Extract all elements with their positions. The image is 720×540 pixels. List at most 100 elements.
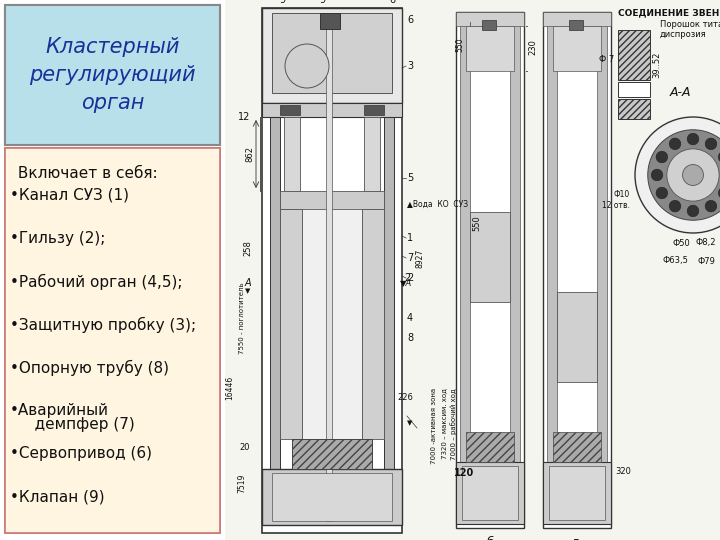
Text: 7550 - поглотитель: 7550 - поглотитель <box>239 282 245 354</box>
Text: •Сервопривод (6): •Сервопривод (6) <box>10 446 152 461</box>
Bar <box>543 12 611 26</box>
Text: 12: 12 <box>238 112 250 122</box>
Bar <box>5 5 220 145</box>
Text: Включает в себя:: Включает в себя: <box>13 166 158 181</box>
Text: •Рабочий орган (4,5);: •Рабочий орган (4,5); <box>11 272 184 288</box>
Text: 550: 550 <box>472 215 481 231</box>
Text: Включает в себя:: Включает в себя: <box>13 166 158 181</box>
Text: •Клапан (9): •Клапан (9) <box>10 489 104 504</box>
Text: Ф10
12 отв.: Ф10 12 отв. <box>602 190 630 210</box>
Bar <box>543 462 611 524</box>
Circle shape <box>656 151 667 163</box>
Text: •Рабочий орган (4,5);: •Рабочий орган (4,5); <box>10 274 182 290</box>
Text: 20: 20 <box>240 443 250 453</box>
Bar <box>460 16 470 524</box>
Text: 9: 9 <box>279 0 285 5</box>
Text: в: в <box>573 536 581 540</box>
Circle shape <box>656 187 667 199</box>
Text: 2: 2 <box>404 273 410 283</box>
Circle shape <box>285 44 329 88</box>
Text: Ф8,2: Ф8,2 <box>696 239 716 247</box>
Bar <box>5 148 220 533</box>
Bar <box>5 5 220 145</box>
Bar <box>364 105 384 115</box>
Bar <box>618 82 650 97</box>
Circle shape <box>705 138 717 150</box>
Bar <box>549 466 605 520</box>
Circle shape <box>667 149 719 201</box>
Bar <box>280 209 302 439</box>
Bar <box>272 473 392 521</box>
Circle shape <box>687 205 699 217</box>
Text: 226: 226 <box>397 394 413 402</box>
Text: 7000 -активная зона: 7000 -активная зона <box>431 388 437 464</box>
Circle shape <box>635 117 720 233</box>
Text: 7519: 7519 <box>238 474 246 492</box>
Text: демпфер (7): демпфер (7) <box>21 409 136 424</box>
Text: 6: 6 <box>407 15 413 25</box>
Bar <box>262 103 402 117</box>
Bar <box>262 8 402 533</box>
Text: А-А: А-А <box>670 85 690 98</box>
Text: 258: 258 <box>243 240 252 256</box>
Text: ▼: ▼ <box>407 420 413 426</box>
Text: •Канал СУЗ (1): •Канал СУЗ (1) <box>11 190 130 205</box>
Bar <box>456 12 524 528</box>
Bar <box>553 26 601 71</box>
Text: 2: 2 <box>407 273 413 283</box>
Circle shape <box>652 169 663 181</box>
Text: 3: 3 <box>407 61 413 71</box>
Text: Ф63,5: Ф63,5 <box>662 256 688 266</box>
Text: 4: 4 <box>407 313 413 323</box>
Text: •Аварийный: •Аварийный <box>10 403 109 418</box>
Circle shape <box>719 187 720 199</box>
Circle shape <box>669 138 681 150</box>
Bar <box>292 439 372 469</box>
Text: 550: 550 <box>455 38 464 52</box>
Bar <box>543 12 611 528</box>
Text: б: б <box>486 536 494 540</box>
Bar <box>262 8 402 103</box>
Bar <box>364 117 380 191</box>
Bar <box>470 212 510 302</box>
Text: •Защитную пробку (3);: •Защитную пробку (3); <box>11 313 197 329</box>
Circle shape <box>648 130 720 220</box>
Bar <box>597 16 607 524</box>
Text: 6: 6 <box>389 0 395 5</box>
Text: Порошок титаната
диспрозия: Порошок титаната диспрозия <box>660 20 720 39</box>
Circle shape <box>705 200 717 212</box>
Circle shape <box>669 200 681 212</box>
Text: Кластерный
регулирующий
орган: Кластерный регулирующий орган <box>30 37 196 113</box>
Text: •Сервопривод (6): •Сервопривод (6) <box>11 436 153 451</box>
Text: •Гильзу (2);: •Гильзу (2); <box>10 231 105 246</box>
Bar <box>456 462 524 524</box>
Text: ▲Вода  КО  СУЗ: ▲Вода КО СУЗ <box>407 199 468 208</box>
Bar <box>5 148 220 533</box>
Bar <box>225 0 720 540</box>
Text: 16446: 16446 <box>225 376 235 400</box>
Text: •Клапан (9): •Клапан (9) <box>11 477 106 492</box>
Bar <box>618 30 650 80</box>
Text: ▼А: ▼А <box>400 279 413 287</box>
Bar <box>466 26 514 71</box>
Bar <box>510 16 520 524</box>
Bar <box>262 469 402 525</box>
Text: 8927: 8927 <box>415 248 425 268</box>
Text: 7000 – рабочий ход: 7000 – рабочий ход <box>451 388 457 460</box>
Circle shape <box>683 165 703 185</box>
Text: •Канал СУЗ (1): •Канал СУЗ (1) <box>10 188 129 203</box>
Text: А: А <box>245 278 251 288</box>
Text: ▼: ▼ <box>246 288 251 294</box>
Bar <box>362 209 384 439</box>
Text: 39..52: 39..52 <box>652 52 661 78</box>
Bar <box>569 20 583 30</box>
Bar <box>270 16 280 525</box>
Bar <box>280 105 300 115</box>
Text: СОЕДИНЕНИЕ ЗВЕНЬЕВ ПЭЛ: СОЕДИНЕНИЕ ЗВЕНЬЕВ ПЭЛ <box>618 8 720 17</box>
Bar <box>320 13 340 29</box>
Bar <box>272 13 392 93</box>
Bar <box>466 432 514 462</box>
Text: 5: 5 <box>407 173 413 183</box>
Text: •Аварийный: •Аварийный <box>11 395 110 410</box>
Bar <box>384 16 394 525</box>
